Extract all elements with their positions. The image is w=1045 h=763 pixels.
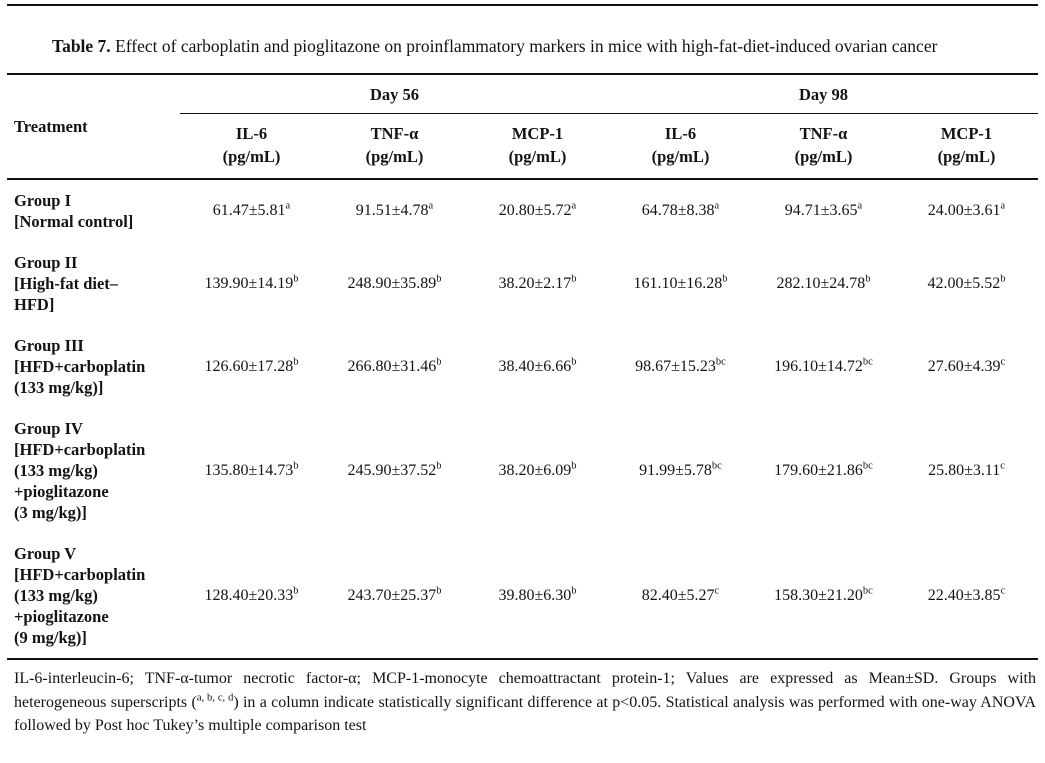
value-cell: 64.78±8.38a — [641, 200, 720, 219]
value-cell: 25.80±3.11c — [928, 460, 1005, 479]
table-number: Table 7. — [52, 36, 111, 56]
data-table: Treatment Day 56 Day 98 IL-6 (pg/mL) TNF-α… — [7, 73, 1038, 660]
day-98-header: Day 98 — [609, 74, 1038, 114]
treatment-cell: Group II [High-fat diet– HFD] — [14, 253, 119, 314]
value-cell: 161.10±16.28b — [633, 273, 728, 292]
table-row: Group I [Normal control] 61.47±5.81a 91.51±… — [7, 179, 1038, 242]
value-cell: 98.67±15.23bc — [635, 356, 726, 375]
value-cell: 38.40±6.66b — [498, 356, 577, 375]
value-cell: 158.30±21.20bc — [774, 585, 873, 604]
value-cell: 245.90±37.52b — [347, 460, 442, 479]
value-cell: 243.70±25.37b — [347, 585, 442, 604]
table-footnote: IL-6-interleucin-6; TNF-α-tumor necrotic… — [7, 667, 1038, 738]
value-cell: 27.60±4.39c — [927, 356, 1006, 375]
value-cell: 42.00±5.52b — [927, 273, 1006, 292]
treatment-cell: Group I [Normal control] — [14, 191, 134, 231]
column-header-mcp-1: MCP-1 (pg/mL) — [895, 113, 1038, 180]
table-row: Group V [HFD+carboplatin (133 mg/kg) +piogl… — [7, 533, 1038, 659]
treatment-column-header: Treatment — [7, 74, 180, 180]
value-cell: 139.90±14.19b — [204, 273, 299, 292]
day-56-header: Day 56 — [180, 74, 609, 114]
column-header-il-6: IL-6 (pg/mL) — [180, 113, 323, 180]
value-cell: 61.47±5.81a — [212, 200, 291, 219]
day-header-row: Treatment Day 56 Day 98 — [7, 74, 1038, 180]
treatment-cell: Group III [HFD+carboplatin (133 mg/kg)] — [14, 336, 146, 397]
value-cell: 196.10±14.72bc — [774, 356, 873, 375]
value-cell: 38.20±2.17b — [498, 273, 577, 292]
column-header-il-6: IL-6 (pg/mL) — [609, 113, 752, 180]
treatment-cell: Group IV [HFD+carboplatin (133 mg/kg) +piog… — [14, 419, 146, 522]
footnote-text-2: ) in a column indicate statistically sig… — [14, 693, 1037, 735]
top-rule — [7, 4, 1038, 6]
table-body: Group I [Normal control] 61.47±5.81a 91.51±… — [7, 179, 1038, 659]
footnote-text-1: IL-6-interleucin-6; TNF-α-tumor necrotic… — [14, 670, 1036, 711]
value-cell: 248.90±35.89b — [347, 273, 442, 292]
column-header-tnf-: TNF-α (pg/mL) — [752, 113, 895, 180]
table-caption: Effect of carboplatin and pioglitazone o… — [110, 36, 938, 56]
marker-header-row: IL-6 (pg/mL) TNF-α (pg/mL) MCP-1 (pg/mL) IL-6(… — [7, 113, 1038, 180]
value-cell: 91.99±5.78bc — [639, 460, 722, 479]
value-cell: 91.51±4.78a — [355, 200, 434, 219]
value-cell: 135.80±14.73b — [204, 460, 299, 479]
footnote-superscripts: a, b, c, d — [196, 692, 234, 704]
table-row: Group III [HFD+carboplatin (133 mg/kg)] 126… — [7, 325, 1038, 408]
value-cell: 22.40±3.85c — [927, 585, 1006, 604]
value-cell: 20.80±5.72a — [498, 200, 577, 219]
value-cell: 126.60±17.28b — [204, 356, 299, 375]
value-cell: 179.60±21.86bc — [774, 460, 873, 479]
table-row: Group IV [HFD+carboplatin (133 mg/kg) +piog… — [7, 408, 1038, 533]
column-header-tnf-: TNF-α (pg/mL) — [323, 113, 466, 180]
table-row: Group II [High-fat diet– HFD] 139.90±14.19b… — [7, 242, 1038, 325]
value-cell: 94.71±3.65a — [784, 200, 863, 219]
value-cell: 39.80±6.30b — [498, 585, 577, 604]
value-cell: 128.40±20.33b — [204, 585, 299, 604]
column-header-mcp-1: MCP-1 (pg/mL) — [466, 113, 609, 180]
table-header: Treatment Day 56 Day 98 IL-6 (pg/mL) TNF-α… — [7, 74, 1038, 180]
value-cell: 24.00±3.61a — [927, 200, 1006, 219]
value-cell: 82.40±5.27c — [641, 585, 720, 604]
treatment-cell: Group V [HFD+carboplatin (133 mg/kg) +piogl… — [14, 544, 146, 647]
value-cell: 38.20±6.09b — [498, 460, 577, 479]
value-cell: 282.10±24.78b — [776, 273, 871, 292]
value-cell: 266.80±31.46b — [347, 356, 442, 375]
table-title: Table 7. Effect of carboplatin and piogl… — [7, 6, 1038, 60]
